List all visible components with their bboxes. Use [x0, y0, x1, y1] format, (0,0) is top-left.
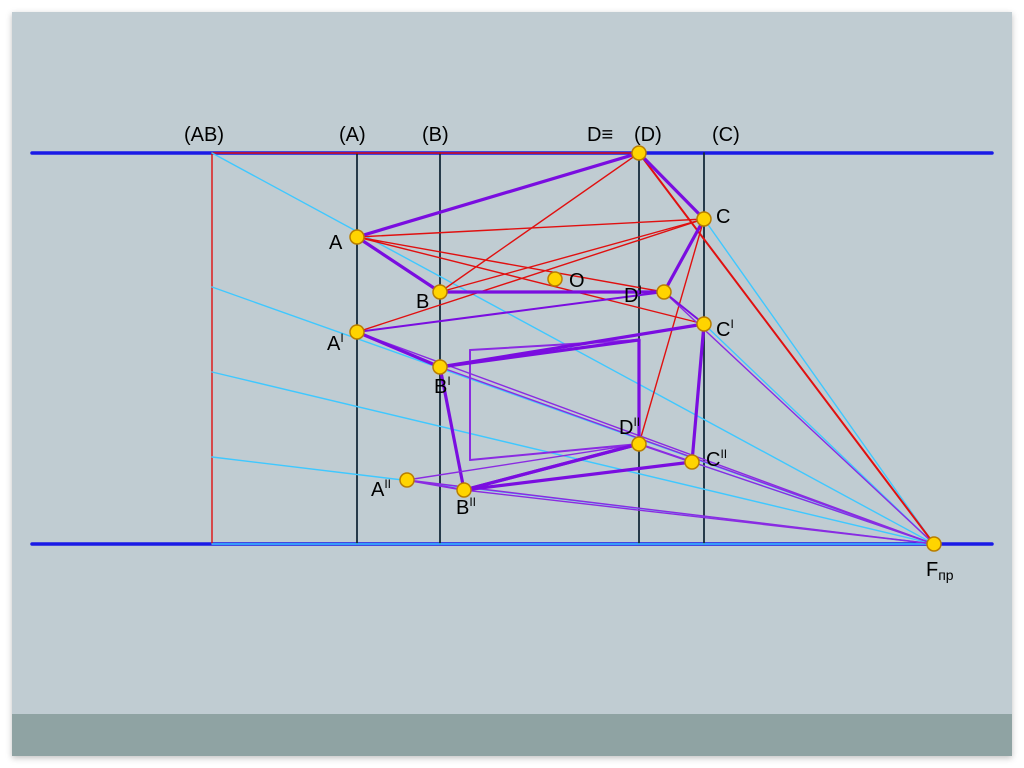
thick-C1-C2 [692, 324, 704, 462]
red-A-to-D1 [357, 237, 664, 292]
red-A1-to-C [357, 219, 704, 332]
point-C1 [697, 317, 711, 331]
point-C2 [685, 455, 699, 469]
thick-A-B [357, 237, 440, 292]
point-B [433, 285, 447, 299]
point-O [548, 272, 562, 286]
label-F: Fпр [926, 559, 954, 583]
point-A2 [400, 473, 414, 487]
label-A: A [329, 232, 343, 254]
label-top-C: (C) [712, 124, 740, 146]
diagram-svg: (AB)(A)(B)D≡(D)(C)ABCODIAIBICIDIICIIAIIB… [12, 12, 1012, 756]
red-B-to-Dtop [440, 153, 639, 292]
label-B2: BII [456, 495, 476, 519]
thick-A-Dtop-C [357, 153, 704, 237]
point-A [350, 230, 364, 244]
red-A-to-C1 [357, 237, 704, 324]
thick-A1-B1 [357, 332, 440, 367]
purple-B2-to-F [464, 490, 934, 544]
cyan-ray-2 [212, 372, 934, 544]
label-A1: AI [327, 331, 344, 355]
label-B1: BI [434, 374, 451, 398]
thick-A1-D1 [357, 292, 664, 332]
label-top-D: (D) [634, 124, 662, 146]
point-B1 [433, 360, 447, 374]
point-A1 [350, 325, 364, 339]
label-top-Deq: D≡ [587, 124, 613, 146]
point-C [697, 212, 711, 226]
slide-canvas: (AB)(A)(B)D≡(D)(C)ABCODIAIBICIDIICIIAIIB… [12, 12, 1012, 756]
label-C1: CI [716, 317, 734, 341]
point-D1 [657, 285, 671, 299]
point-Dtop [632, 146, 646, 160]
label-top-AB: (AB) [184, 124, 224, 146]
label-O: O [569, 270, 585, 292]
label-B: B [416, 291, 429, 313]
label-A2: AII [371, 477, 391, 501]
label-top-B: (B) [422, 124, 449, 146]
cyan-C-to-F [704, 219, 934, 544]
label-top-A: (A) [339, 124, 366, 146]
red-Dtop-to-F [639, 153, 934, 544]
point-D2 [632, 437, 646, 451]
label-C: C [716, 206, 730, 228]
point-F [927, 537, 941, 551]
